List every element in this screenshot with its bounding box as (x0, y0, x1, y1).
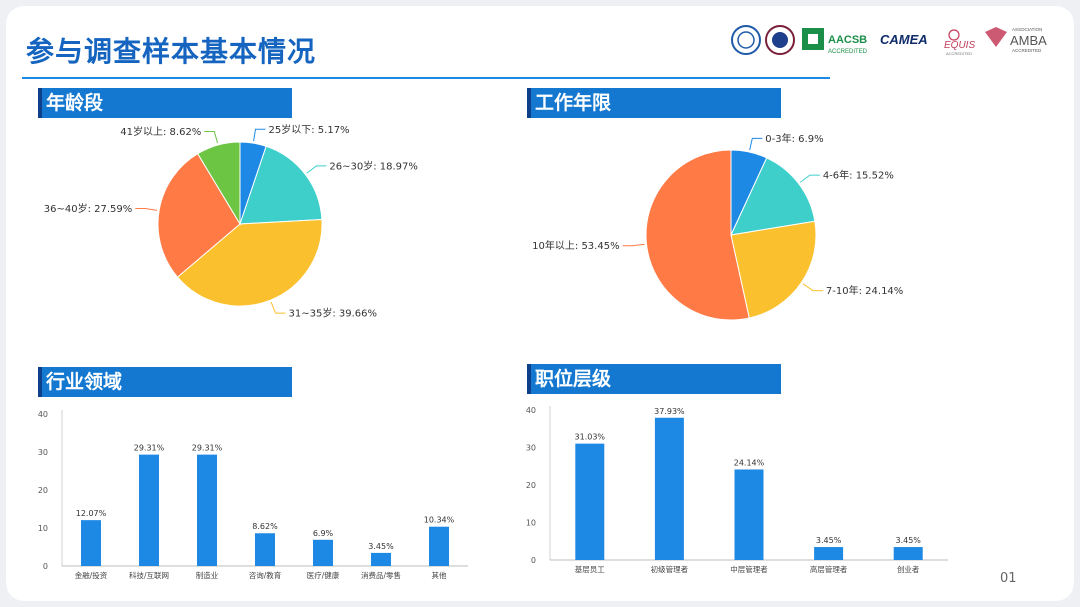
svg-text:ASSOCIATION: ASSOCIATION (1012, 27, 1042, 32)
bar-data-label: 3.45% (368, 542, 394, 551)
age-pie-chart: 25岁以下: 5.17% 26~30岁: 18.97% 31~35岁: 39.66%… (44, 123, 418, 320)
svg-text:AACSB: AACSB (828, 34, 867, 46)
pie-slice (157, 153, 241, 278)
bar-data-label: 12.07% (76, 509, 107, 518)
section-header-age: 年龄段 (38, 88, 292, 118)
pie-leader-line (799, 174, 820, 183)
bar-data-label: 24.14% (734, 458, 765, 467)
bar (371, 552, 391, 566)
amba-logo: ASSOCIATION AMBA ACCREDITED (985, 27, 1047, 53)
x-category-label: 金融/投资 (75, 570, 108, 580)
x-category-label: 高层管理者 (810, 564, 848, 574)
school-seal-icon (765, 25, 795, 55)
pie-slice-label: 26~30岁: 18.97% (329, 159, 418, 172)
pie-leader-line (135, 207, 158, 211)
x-category-label: 科技/互联网 (129, 570, 169, 580)
y-tick-label: 10 (526, 519, 536, 528)
pie-slice (645, 149, 750, 321)
bar (575, 443, 605, 560)
pie-slice-label: 41岁以上: 8.62% (120, 125, 201, 138)
svg-text:ACCREDITED: ACCREDITED (828, 49, 868, 55)
pie-leader-line (253, 128, 266, 142)
y-tick-label: 30 (526, 444, 536, 453)
aacsb-logo: AACSB ACCREDITED (802, 28, 868, 55)
pie-slice-label: 31~35岁: 39.66% (289, 307, 378, 320)
x-category-label: 中层管理者 (730, 564, 768, 574)
svg-text:AMBA: AMBA (1010, 33, 1047, 48)
bar-data-label: 29.31% (192, 444, 223, 453)
section-header-industry: 行业领域 (38, 367, 292, 397)
pie-slice (730, 157, 816, 236)
y-tick-label: 20 (38, 486, 48, 495)
svg-text:CAMEA: CAMEA (880, 32, 928, 47)
y-tick-label: 40 (38, 410, 48, 419)
svg-text:EQUIS: EQUIS (944, 40, 975, 51)
pie-slice (239, 145, 323, 225)
bar (893, 547, 923, 560)
x-category-label: 医疗/健康 (307, 570, 340, 580)
pie-leader-line (802, 283, 823, 292)
bar-data-label: 10.34% (424, 516, 455, 525)
y-tick-label: 40 (526, 406, 536, 415)
x-category-label: 创业者 (897, 564, 920, 574)
bar (734, 469, 764, 560)
x-category-label: 消费品/零售 (361, 570, 401, 580)
x-category-label: 制造业 (196, 570, 219, 580)
tenure-pie-chart: 0-3年: 6.9% 4-6年: 15.52% 7-10年: 24.14% 10年以上… (532, 132, 903, 321)
pie-leader-line (270, 301, 286, 314)
x-category-label: 初级管理者 (651, 564, 689, 574)
y-tick-label: 30 (38, 448, 48, 457)
university-seal-icon (731, 25, 761, 55)
bar (81, 520, 101, 566)
pie-slice-label: 7-10年: 24.14% (826, 284, 903, 297)
bar-data-label: 37.93% (654, 407, 685, 416)
bar-data-label: 3.45% (895, 536, 921, 545)
equis-logo: EQUIS ACCREDITED (944, 29, 975, 56)
bar (654, 417, 684, 560)
bar-data-label: 6.9% (313, 529, 334, 538)
bar (139, 454, 159, 566)
pie-slice-label: 4-6年: 15.52% (823, 169, 894, 182)
svg-text:ACCREDITED: ACCREDITED (1012, 48, 1042, 53)
bar (814, 547, 844, 560)
x-category-label: 基层员工 (575, 564, 605, 574)
bar-data-label: 31.03% (575, 433, 606, 442)
pie-slice-label: 10年以上: 53.45% (532, 239, 619, 252)
page-title: 参与调查样本基本情况 (26, 35, 317, 68)
camea-logo: CAMEA (880, 32, 928, 47)
title-divider (22, 77, 830, 79)
pie-slice (730, 220, 817, 319)
bar-data-label: 8.62% (252, 522, 278, 531)
accreditation-logos: AACSB ACCREDITED CAMEA EQUIS ACCREDITED … (731, 25, 1047, 56)
pie-leader-line (622, 243, 645, 247)
bar (255, 533, 275, 566)
pie-slice-label: 36~40岁: 27.59% (44, 202, 133, 215)
bar-data-label: 3.45% (816, 536, 842, 545)
pie-slice-label: 25岁以下: 5.17% (269, 123, 350, 136)
bar-data-label: 29.31% (134, 444, 165, 453)
section-header-tenure: 工作年限 (527, 88, 781, 118)
y-tick-label: 0 (43, 562, 48, 571)
bar (313, 539, 333, 566)
x-category-label: 咨询/教育 (249, 570, 282, 580)
industry-bar-chart: 0 10 20 30 40 12.07% 金融/投资 29.31% 科技/互联网 29.31% 制造… (38, 410, 468, 580)
svg-text:ACCREDITED: ACCREDITED (946, 51, 972, 56)
y-tick-label: 10 (38, 524, 48, 533)
pie-leader-line (306, 165, 327, 174)
y-tick-label: 0 (531, 556, 536, 565)
x-category-label: 其他 (432, 570, 447, 580)
pie-leader-line (204, 130, 219, 144)
page-number: 01 (1000, 571, 1017, 586)
y-tick-label: 20 (526, 481, 536, 490)
pie-leader-line (749, 137, 763, 151)
pie-slice (197, 141, 241, 226)
section-header-position: 职位层级 (527, 364, 781, 394)
pie-slice-label: 0-3年: 6.9% (765, 132, 823, 145)
pie-slice (176, 219, 323, 307)
position-bar-chart: 0 10 20 30 40 31.03% 基层员工 37.93% 初级管理者 24.14% 中层管理… (526, 406, 948, 574)
bar (429, 526, 449, 566)
bar (197, 454, 217, 566)
